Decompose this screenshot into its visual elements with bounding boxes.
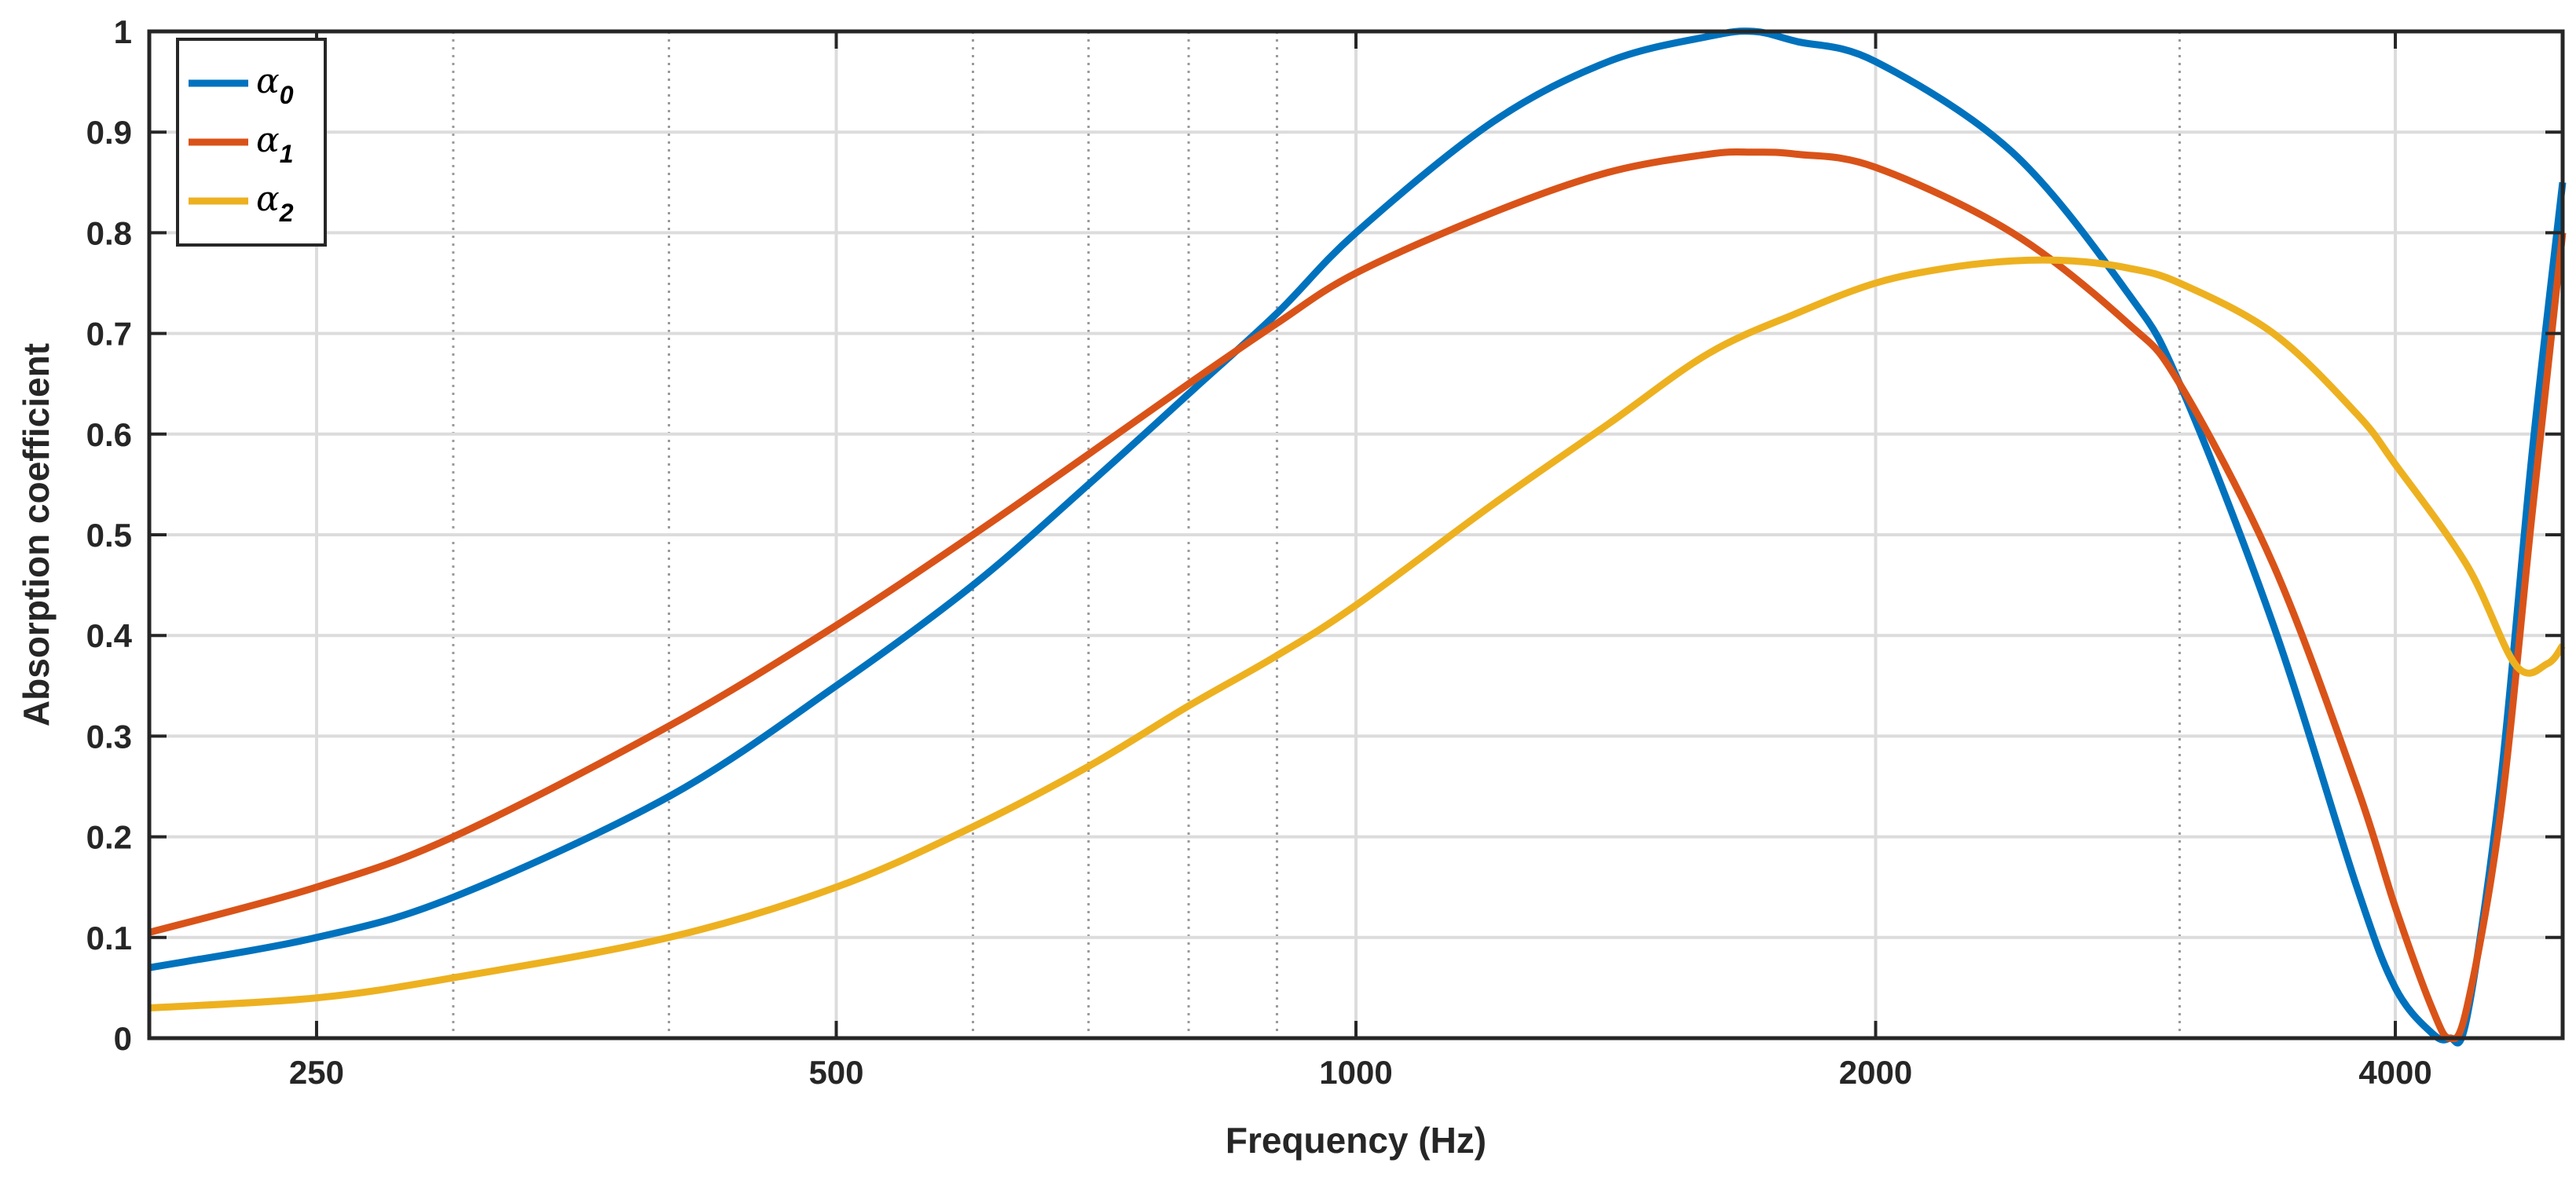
x-axis-label: Frequency (Hz) (1226, 1120, 1486, 1161)
y-tick-label-0.1: 0.1 (86, 920, 132, 956)
x-tick-label-2000: 2000 (1839, 1054, 1912, 1091)
x-tick-label-250: 250 (289, 1054, 344, 1091)
y-tick-label-0.8: 0.8 (86, 214, 132, 251)
x-tick-label-1000: 1000 (1319, 1054, 1392, 1091)
y-tick-label-0.3: 0.3 (86, 718, 132, 755)
y-tick-label-1: 1 (114, 13, 132, 50)
x-tick-label-4000: 4000 (2358, 1054, 2431, 1091)
y-tick-label-0.7: 0.7 (86, 316, 132, 353)
legend-subscript-2: 2 (279, 199, 294, 227)
legend-subscript-0: 0 (280, 81, 294, 109)
y-tick-label-0.6: 0.6 (86, 416, 132, 453)
x-tick-label-500: 500 (808, 1054, 863, 1091)
y-tick-label-0.4: 0.4 (86, 617, 133, 654)
y-tick-label-0.2: 0.2 (86, 819, 132, 856)
y-tick-label-0.9: 0.9 (86, 114, 132, 151)
y-tick-label-0.5: 0.5 (86, 517, 132, 554)
axis-ticks: 250 500 1000 2000 4000 0 0.1 0.2 0.3 0.4 0.5 0.6 0.7… (86, 13, 2563, 1091)
y-tick-label-0: 0 (114, 1020, 132, 1057)
legend-subscript-1: 1 (280, 140, 294, 168)
y-axis-label: Absorption coefficient (16, 343, 57, 726)
series-line-alpha-2 (148, 256, 2566, 1011)
